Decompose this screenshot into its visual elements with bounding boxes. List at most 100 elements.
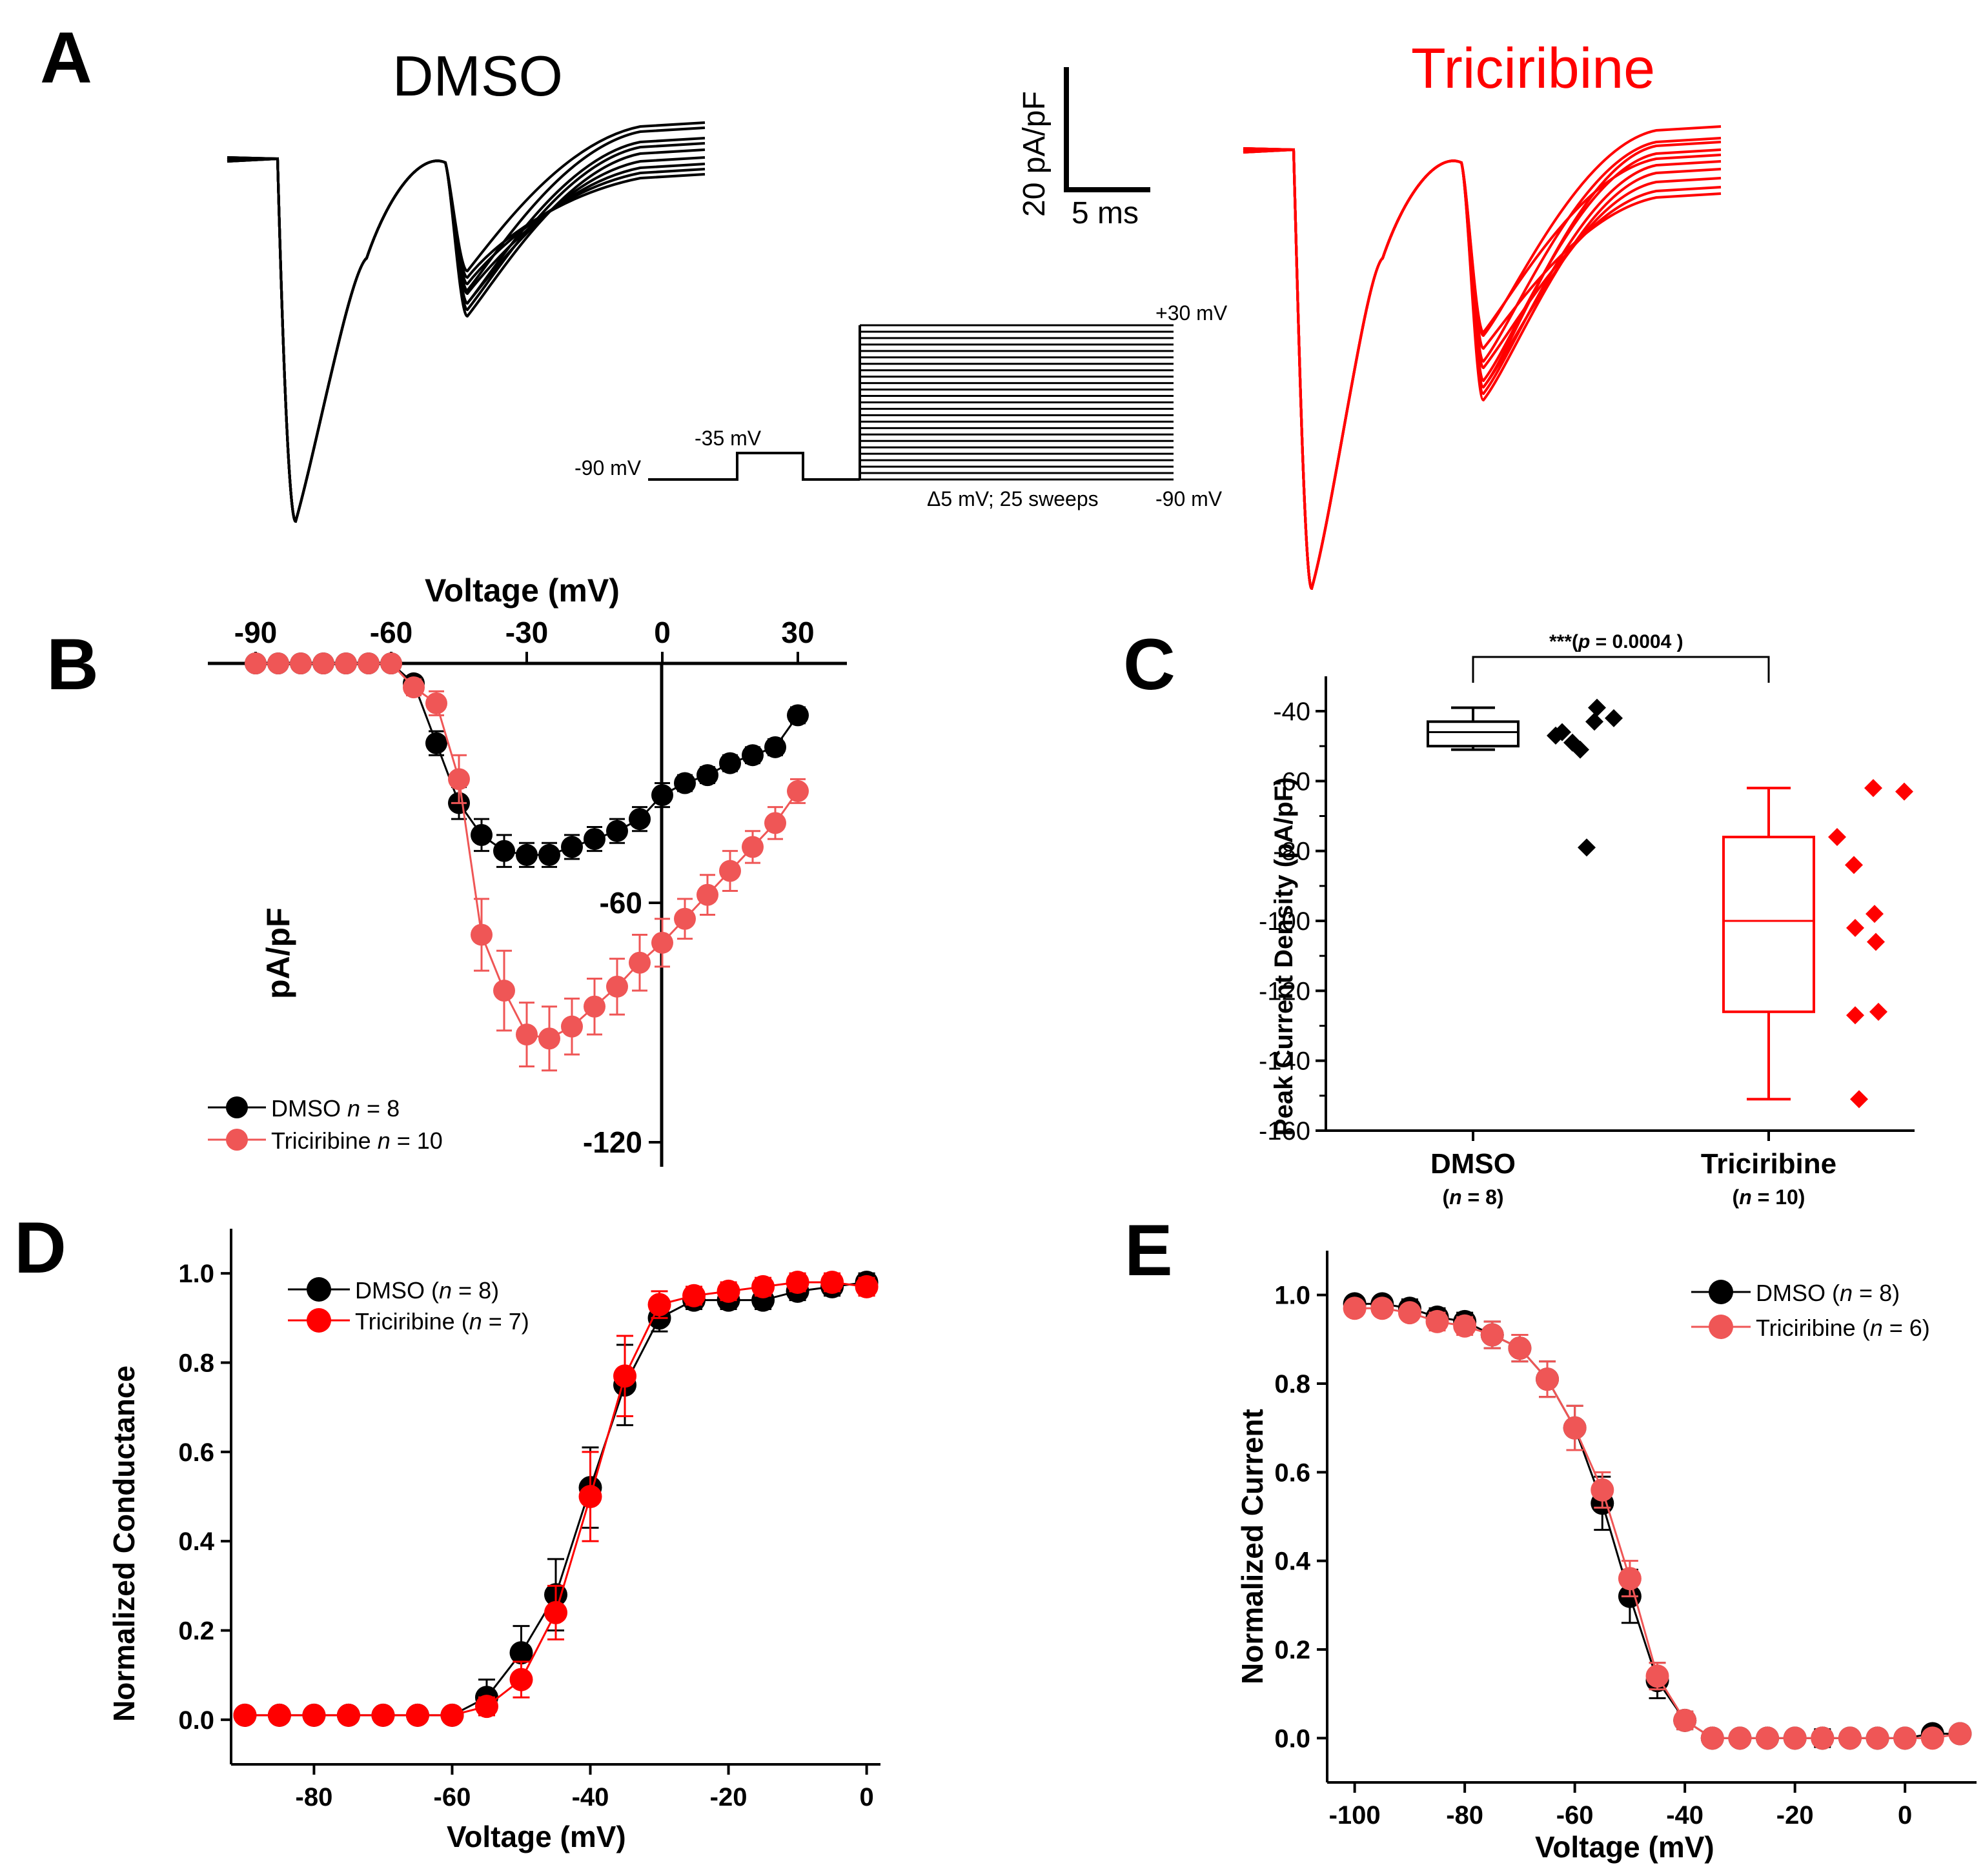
b-data-point bbox=[425, 732, 447, 754]
panel-e: E 0.0 0.2 0.4 0.6 0.8 1.0 -100 -80 -60 -40 -20 0 No… bbox=[1124, 1210, 1977, 1864]
protocol-prepulse bbox=[648, 452, 860, 481]
dmso-trace-title: DMSO bbox=[392, 44, 563, 108]
e-data-point bbox=[1645, 1664, 1669, 1688]
d-legend-dmso-marker bbox=[307, 1277, 331, 1302]
protocol-hold-label: -90 mV bbox=[575, 456, 642, 479]
triciribine-trace-line bbox=[1243, 148, 1722, 590]
e-y-tick-label: 0.0 bbox=[1274, 1724, 1310, 1753]
b-legend: DMSO n = 8 Triciribine n = 10 bbox=[208, 1095, 443, 1154]
c-data-point bbox=[1864, 779, 1882, 798]
panel-label-d: D bbox=[14, 1207, 66, 1288]
d-y-tick-label: 0.8 bbox=[178, 1349, 214, 1378]
e-x-tick-label: -80 bbox=[1446, 1801, 1483, 1830]
b-ticks: -90 -60 -30 0 30 -60 -120 bbox=[234, 616, 815, 1159]
d-x-tick-label: -80 bbox=[296, 1783, 333, 1811]
e-y-axis-label: Normalized Current bbox=[1236, 1409, 1269, 1684]
b-x-axis-label: Voltage (mV) bbox=[425, 572, 620, 609]
c-significance-label: ***(p = 0.0004 ) bbox=[1549, 631, 1683, 652]
d-data-point bbox=[509, 1668, 533, 1691]
e-data-point bbox=[1920, 1726, 1944, 1750]
e-legend-dmso-label: DMSO (n = 8) bbox=[1756, 1280, 1900, 1306]
c-data-point bbox=[1605, 709, 1623, 727]
protocol-top-label: +30 mV bbox=[1155, 301, 1228, 325]
b-data-point bbox=[358, 652, 380, 674]
e-y-tick-label: 0.2 bbox=[1274, 1636, 1310, 1664]
c-group-label: Triciribine bbox=[1701, 1148, 1836, 1180]
e-data-point bbox=[1343, 1296, 1367, 1320]
b-data-point bbox=[719, 752, 741, 774]
triciribine-trace-title: Triciribine bbox=[1411, 36, 1655, 100]
d-data-point bbox=[717, 1279, 740, 1303]
e-data-point bbox=[1673, 1708, 1697, 1732]
b-data-point bbox=[516, 1024, 538, 1046]
b-data-point bbox=[674, 772, 696, 794]
scale-bar bbox=[1064, 67, 1150, 192]
scale-bar-y-label: 20 pA/pF bbox=[1017, 91, 1052, 217]
b-data-point bbox=[312, 652, 334, 674]
d-legend-tri-label: Triciribine (n = 7) bbox=[355, 1308, 529, 1335]
c-data-point bbox=[1553, 723, 1571, 741]
d-x-tick-label: -40 bbox=[572, 1783, 609, 1811]
b-data-point bbox=[403, 676, 425, 699]
protocol-prepulse-label: -35 mV bbox=[695, 427, 762, 450]
d-data-point bbox=[751, 1275, 775, 1298]
b-plot bbox=[245, 652, 809, 1072]
c-group-label: DMSO bbox=[1430, 1148, 1516, 1180]
e-y-tick-label: 1.0 bbox=[1274, 1282, 1310, 1310]
c-box bbox=[1722, 836, 1815, 1013]
d-series-line bbox=[245, 1281, 867, 1717]
b-data-point bbox=[267, 652, 289, 674]
d-data-point bbox=[233, 1703, 257, 1727]
d-data-point bbox=[371, 1703, 395, 1727]
e-data-point bbox=[1563, 1416, 1587, 1440]
e-y-tick-label: 0.6 bbox=[1274, 1458, 1310, 1487]
triciribine-trace-line bbox=[1243, 148, 1722, 590]
c-data-point bbox=[1866, 905, 1884, 923]
c-group-n: (n = 10) bbox=[1733, 1185, 1805, 1209]
b-data-point bbox=[471, 923, 493, 946]
c-y-tick-label: -40 bbox=[1273, 698, 1310, 726]
b-y-axis-label: pA/pF bbox=[260, 907, 296, 999]
d-data-point bbox=[820, 1271, 844, 1294]
panel-d: D 0.0 0.2 0.4 0.6 0.8 1.0 -80 -60 -40 -20 0 Normal… bbox=[14, 1207, 880, 1853]
triciribine-trace-line bbox=[1243, 147, 1722, 590]
c-data-point bbox=[1846, 918, 1864, 937]
d-data-point bbox=[267, 1703, 291, 1727]
panel-c: C -40 -60 -80 -100 -120 -140 -160 DMSO (n = 8) Tr… bbox=[1123, 624, 1915, 1209]
panel-label-a: A bbox=[40, 17, 92, 98]
d-data-point bbox=[786, 1271, 809, 1294]
e-data-point bbox=[1453, 1314, 1477, 1338]
d-y-tick-label: 0.6 bbox=[178, 1438, 214, 1467]
e-data-point bbox=[1425, 1309, 1449, 1333]
b-data-point bbox=[606, 820, 628, 842]
b-x-tick-label: 30 bbox=[781, 616, 814, 649]
b-data-point bbox=[719, 860, 741, 882]
c-data-point bbox=[1585, 712, 1603, 731]
b-data-point bbox=[651, 784, 673, 807]
e-data-point bbox=[1893, 1726, 1917, 1750]
b-data-point bbox=[584, 828, 605, 851]
c-data-point bbox=[1845, 856, 1863, 874]
e-x-tick-label: -100 bbox=[1329, 1801, 1381, 1830]
c-data-point bbox=[1578, 838, 1596, 857]
d-y-tick-label: 0.2 bbox=[178, 1617, 214, 1646]
b-legend-dmso-marker bbox=[226, 1096, 248, 1118]
e-y-tick-label: 0.4 bbox=[1274, 1548, 1310, 1576]
scale-bar-x-label: 5 ms bbox=[1072, 196, 1139, 230]
d-legend-dmso-label: DMSO (n = 8) bbox=[355, 1277, 499, 1304]
b-data-point bbox=[561, 836, 583, 858]
d-data-point bbox=[682, 1284, 706, 1307]
b-data-point bbox=[764, 736, 786, 758]
c-data-point bbox=[1895, 782, 1913, 801]
c-data-point bbox=[1846, 1006, 1864, 1025]
b-data-point bbox=[516, 843, 538, 866]
d-x-tick-label: -60 bbox=[434, 1783, 471, 1811]
d-legend: DMSO (n = 8) Triciribine (n = 7) bbox=[288, 1277, 529, 1335]
d-data-point bbox=[405, 1703, 429, 1727]
e-plot: 0.0 0.2 0.4 0.6 0.8 1.0 -100 -80 -60 -40 -20 0 bbox=[1274, 1251, 1977, 1830]
d-series-line bbox=[245, 1281, 867, 1717]
d-x-tick-label: 0 bbox=[859, 1783, 873, 1811]
e-x-tick-label: -60 bbox=[1556, 1801, 1594, 1830]
e-data-point bbox=[1728, 1726, 1752, 1750]
